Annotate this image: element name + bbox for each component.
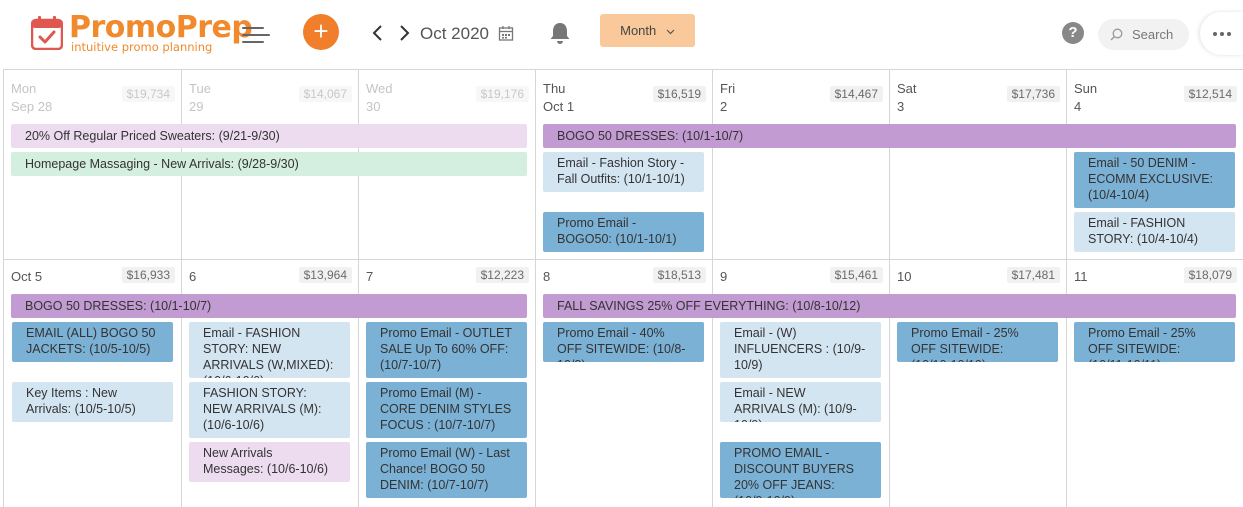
search-input[interactable]: Search (1098, 19, 1189, 50)
event-card[interactable]: Email - FASHION STORY: (10/4-10/4) (1074, 212, 1235, 252)
more-icon[interactable] (1200, 12, 1243, 55)
chevron-right-icon[interactable] (396, 22, 412, 44)
event-card[interactable]: Promo Email (M) - CORE DENIM STYLES FOCU… (366, 382, 527, 438)
event-card[interactable]: EMAIL (ALL) BOGO 50 JACKETS: (10/5-10/5) (12, 322, 173, 362)
day-cell[interactable]: 10 $17,481 (890, 260, 1067, 507)
day-revenue: $15,461 (829, 267, 883, 283)
day-revenue: $17,481 (1006, 267, 1060, 283)
day-cell[interactable]: Oct 5 $16,933 (4, 260, 182, 507)
day-revenue: $12,514 (1183, 86, 1237, 102)
day-label: Mon Sep 28 (11, 81, 53, 114)
event-card[interactable]: Email - NEW ARRIVALS (M): (10/9-10/9) (720, 382, 881, 422)
view-select-value: Month (620, 23, 657, 38)
day-label: 9 (720, 269, 728, 284)
chevron-left-icon[interactable] (370, 22, 386, 44)
day-cell[interactable]: Sun 4 $12,514 (1067, 70, 1243, 260)
month-calendar: Mon Sep 28 $19,734 Tue 29 $14,067 Wed 30… (3, 69, 1243, 507)
day-cell[interactable]: 7 $12,223 (359, 260, 536, 507)
hamburger-icon[interactable] (242, 24, 270, 44)
day-revenue: $19,176 (475, 86, 529, 102)
event-card[interactable]: Promo Email - 25% OFF SITEWIDE: (10/10-1… (897, 322, 1058, 362)
event-card[interactable]: Key Items : New Arrivals: (10/5-10/5) (12, 382, 173, 422)
day-revenue: $18,513 (652, 267, 706, 283)
day-cell[interactable]: 11 $18,079 (1067, 260, 1243, 507)
day-cell[interactable]: Fri 2 $14,467 (713, 70, 890, 260)
day-label: 7 (366, 269, 374, 284)
event-card[interactable]: Email - 50 DENIM - ECOMM EXCLUSIVE: (10/… (1074, 152, 1235, 208)
add-promo-button[interactable]: + (303, 14, 339, 50)
event-bar[interactable]: BOGO 50 DRESSES: (10/1-10/7) (543, 124, 1236, 148)
logo-text: PromoPrep (69, 10, 253, 45)
day-revenue: $12,223 (475, 267, 529, 283)
event-card[interactable]: Email - FASHION STORY: NEW ARRIVALS (W,M… (189, 322, 350, 378)
day-label: Sat 3 (897, 81, 917, 114)
day-label: 8 (543, 269, 551, 284)
calendar-icon[interactable] (498, 25, 514, 41)
day-cell[interactable]: Thu Oct 1 $16,519 (536, 70, 713, 260)
day-label: 10 (897, 269, 912, 284)
day-revenue: $16,933 (121, 267, 175, 283)
event-card[interactable]: Promo Email - 25% OFF SITEWIDE: (10/11-1… (1074, 322, 1235, 362)
day-cell[interactable]: 6 $13,964 (182, 260, 359, 507)
day-label: Thu Oct 1 (543, 81, 575, 114)
event-bar[interactable]: 20% Off Regular Priced Sweaters: (9/21-9… (11, 124, 527, 148)
event-card[interactable]: Promo Email (W) - Last Chance! BOGO 50 D… (366, 442, 527, 498)
bell-icon[interactable] (547, 20, 573, 46)
event-card[interactable]: New Arrivals Messages: (10/6-10/6) (189, 442, 350, 482)
day-label: Wed 30 (366, 81, 393, 114)
search-icon (1110, 28, 1123, 41)
event-card[interactable]: Email - Fashion Story - Fall Outfits: (1… (543, 152, 704, 192)
event-card[interactable]: Promo Email - BOGO50: (10/1-10/1) (543, 212, 704, 252)
day-label: 6 (189, 269, 197, 284)
day-label: Sun 4 (1074, 81, 1098, 114)
event-bar[interactable]: Homepage Massaging - New Arrivals: (9/28… (11, 152, 527, 176)
day-cell[interactable]: 8 $18,513 (536, 260, 713, 507)
logo-tagline: intuitive promo planning (71, 40, 213, 54)
current-month-label[interactable]: Oct 2020 (420, 24, 489, 43)
day-revenue: $14,467 (829, 86, 883, 102)
day-revenue: $13,964 (298, 267, 352, 283)
event-card[interactable]: Promo Email - 40% OFF SITEWIDE: (10/8-10… (543, 322, 704, 362)
day-cell[interactable]: Sat 3 $17,736 (890, 70, 1067, 260)
day-revenue: $14,067 (298, 86, 352, 102)
day-revenue: $16,519 (652, 86, 706, 102)
day-label: Oct 5 (11, 269, 43, 284)
event-card[interactable]: PROMO EMAIL - DISCOUNT BUYERS 20% OFF JE… (720, 442, 881, 498)
app-header: PromoPrep intuitive promo planning + Oct… (0, 0, 1243, 68)
event-card[interactable]: FASHION STORY: NEW ARRIVALS (M): (10/6-1… (189, 382, 350, 438)
day-cell[interactable]: Mon Sep 28 $19,734 (4, 70, 182, 260)
help-icon[interactable]: ? (1062, 22, 1084, 44)
day-revenue: $18,079 (1183, 267, 1237, 283)
day-cell[interactable]: 9 $15,461 (713, 260, 890, 507)
event-card[interactable]: Promo Email - OUTLET SALE Up To 60% OFF:… (366, 322, 527, 378)
event-bar[interactable]: BOGO 50 DRESSES: (10/1-10/7) (11, 294, 527, 318)
chevron-down-icon (666, 29, 675, 35)
day-revenue: $19,734 (121, 86, 175, 102)
day-cell[interactable]: Wed 30 $19,176 (359, 70, 536, 260)
search-placeholder: Search (1132, 27, 1174, 42)
day-label: 11 (1074, 269, 1088, 284)
day-label: Tue 29 (189, 81, 211, 114)
view-select[interactable]: Month (600, 14, 695, 47)
day-label: Fri 2 (720, 81, 736, 114)
calendar-check-icon (31, 16, 63, 50)
event-card[interactable]: Email - (W) INFLUENCERS : (10/9-10/9) (720, 322, 881, 378)
event-bar[interactable]: FALL SAVINGS 25% OFF EVERYTHING: (10/8-1… (543, 294, 1236, 318)
day-revenue: $17,736 (1006, 86, 1060, 102)
